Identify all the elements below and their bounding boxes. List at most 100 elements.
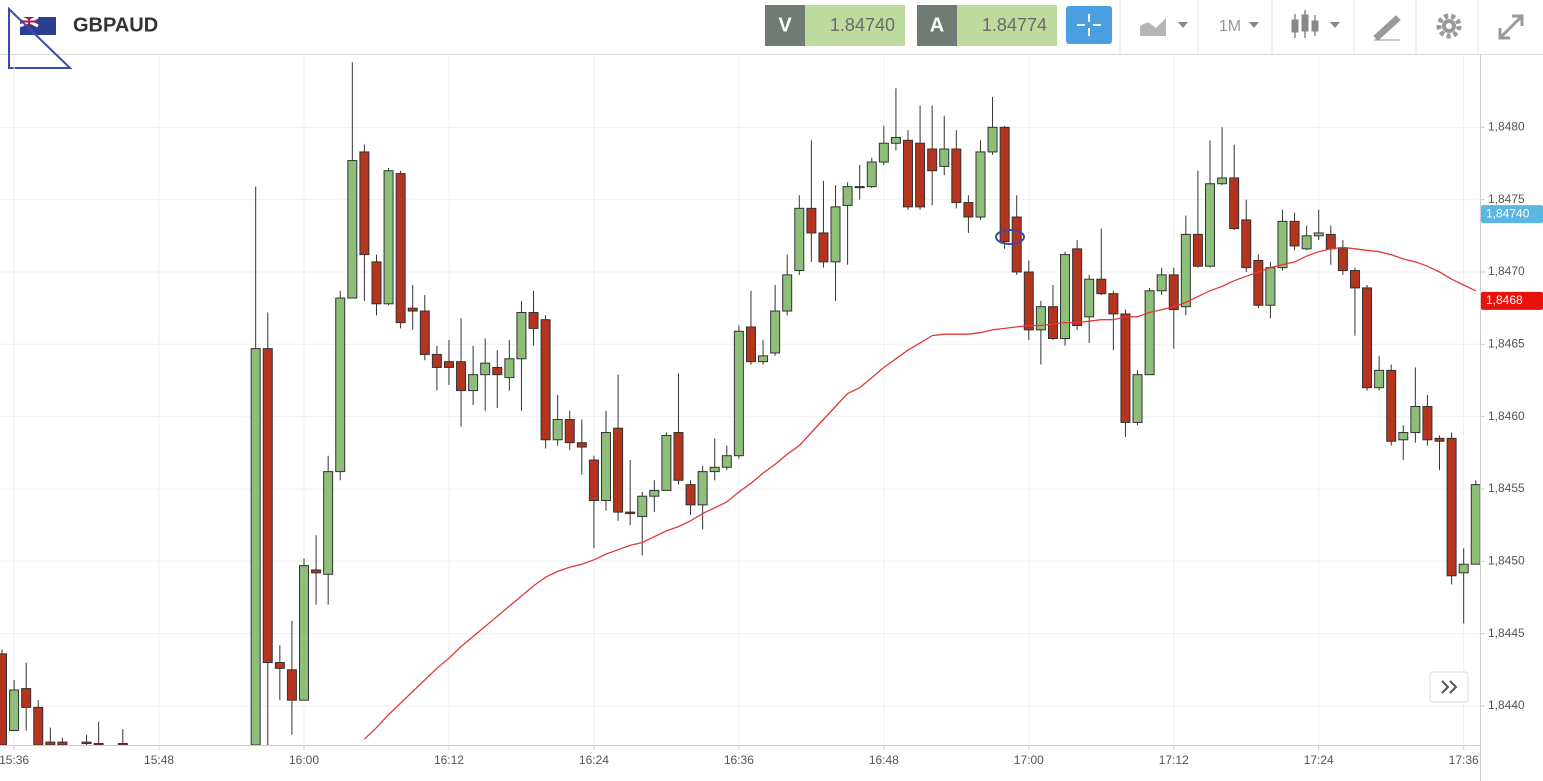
candle-body <box>782 274 793 312</box>
moving-average-line <box>363 246 1477 740</box>
candle-body <box>1470 484 1480 565</box>
candle-body <box>468 374 479 392</box>
candle-body <box>878 142 889 163</box>
candle-body <box>1241 219 1252 269</box>
candle-body <box>57 741 68 745</box>
candle-body <box>359 151 370 256</box>
price-tag-label: 1,84740 <box>1486 206 1530 220</box>
candle-body <box>1047 306 1058 340</box>
candle-body <box>758 355 769 363</box>
candle-body <box>1422 406 1433 441</box>
candle-body <box>625 511 636 515</box>
candle-body <box>890 136 901 144</box>
y-tick-label: 1,8465 <box>1488 336 1525 350</box>
x-tick-label: 16:12 <box>434 753 464 767</box>
timeframe-button[interactable]: 1M <box>1219 18 1259 35</box>
candle-body <box>975 151 986 218</box>
candle-body <box>673 432 684 481</box>
candle-body <box>987 126 998 153</box>
candle-body <box>866 161 877 188</box>
candle-body <box>1277 220 1288 269</box>
plot <box>0 62 1480 745</box>
candle-body <box>1108 293 1119 315</box>
ask-button[interactable]: A 1.84774 <box>917 5 1057 46</box>
candle-body <box>951 148 962 204</box>
x-tick-label: 15:48 <box>144 753 174 767</box>
candle-body <box>504 358 515 379</box>
y-tick-label: 1,8480 <box>1488 119 1525 133</box>
candle-body <box>1301 235 1312 250</box>
candle-body <box>733 330 744 457</box>
chart-type-button[interactable] <box>1140 18 1188 36</box>
bid-price: 1.84740 <box>830 15 895 35</box>
candle-body <box>1144 290 1155 376</box>
candle-body <box>323 471 334 575</box>
crosshair-button[interactable] <box>1066 6 1112 44</box>
y-tick-label: 1,8475 <box>1488 192 1525 206</box>
candle-body <box>794 207 805 272</box>
axes: 1,8440 1,8445 1,8450 1,8455 1,8460 1,8465 1,84… <box>0 55 1543 781</box>
candle-body <box>1229 177 1240 230</box>
candle-body <box>842 186 853 206</box>
candle-body <box>419 310 430 355</box>
timeframe: 1M <box>1219 18 1241 35</box>
x-tick-label: 17:12 <box>1159 753 1189 767</box>
candle-body <box>588 459 599 502</box>
candle-body <box>9 689 20 732</box>
candle-body <box>661 434 672 491</box>
marker-annotation <box>995 229 1025 245</box>
candle-style-button[interactable] <box>1291 10 1340 38</box>
candle-body <box>1120 313 1131 423</box>
candle-body <box>1410 406 1421 434</box>
candle-body <box>33 706 44 745</box>
candle-body <box>709 466 720 473</box>
candle-body <box>480 362 491 376</box>
candle-body <box>1180 233 1191 308</box>
candle-body <box>117 743 128 745</box>
candle-body <box>407 307 418 312</box>
fullscreen-button[interactable] <box>1498 14 1524 40</box>
candle-body <box>1398 432 1409 441</box>
candle-body <box>1349 270 1360 289</box>
y-tick-label: 1,8445 <box>1488 626 1525 640</box>
candle-body <box>311 569 322 574</box>
candle-body <box>770 310 781 354</box>
candle-body <box>721 455 732 468</box>
x-tick-label: 16:00 <box>289 753 319 767</box>
x-tick-label: 17:36 <box>1449 753 1479 767</box>
y-tick-label: 1,8450 <box>1488 553 1525 567</box>
price-tag-label: 1,8468 <box>1486 293 1523 307</box>
scroll-button[interactable] <box>1429 671 1469 703</box>
candle-body <box>286 669 297 701</box>
candle-body <box>1168 274 1179 311</box>
candle-body <box>1084 278 1095 318</box>
candle-body <box>1337 248 1348 272</box>
candle-body <box>443 361 454 368</box>
candle-body <box>613 427 624 513</box>
candle-body <box>1289 220 1300 247</box>
bid-button[interactable]: V 1.84740 <box>765 5 905 46</box>
candle-body <box>1325 233 1336 250</box>
ask-price: 1.84774 <box>982 15 1047 35</box>
candle-body <box>456 361 467 392</box>
candle-body <box>528 311 539 329</box>
x-tick-label: 16:48 <box>869 753 899 767</box>
candle-body <box>1205 183 1215 267</box>
candle-body <box>1374 369 1385 389</box>
bid-label: V <box>778 14 792 36</box>
candle-body <box>540 319 551 441</box>
candle-body <box>1265 267 1276 306</box>
x-tick-label: 17:24 <box>1304 753 1334 767</box>
x-tick-label: 17:00 <box>1014 753 1044 767</box>
candle-body <box>0 653 7 745</box>
y-tick-label: 1,8455 <box>1488 481 1525 495</box>
draw-tool-button[interactable] <box>1373 15 1401 41</box>
candle-body <box>963 202 974 218</box>
candle-body <box>818 232 829 263</box>
candle-body <box>1458 563 1469 574</box>
settings-button[interactable] <box>1436 13 1462 39</box>
candle-body <box>431 353 442 368</box>
candle-body <box>383 170 394 305</box>
candle-body <box>1156 274 1167 292</box>
candle-body <box>854 186 865 189</box>
